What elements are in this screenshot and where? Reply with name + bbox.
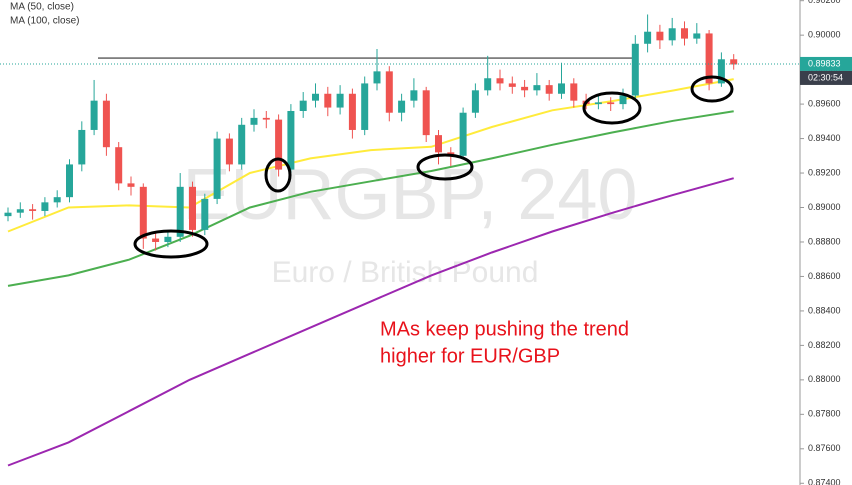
candle-body: [619, 95, 627, 105]
y-tick-label: 0.87600: [808, 443, 841, 453]
candle-body: [90, 100, 98, 130]
candle-body: [53, 197, 61, 203]
candle-body: [152, 238, 160, 242]
candle-body: [16, 209, 24, 213]
candle-body: [176, 186, 184, 237]
candle-body: [656, 31, 664, 41]
y-tick-label: 0.88400: [808, 305, 841, 315]
candle-body: [299, 100, 307, 111]
y-tick-label: 0.89600: [808, 98, 841, 108]
y-tick-label: 0.88600: [808, 271, 841, 281]
ellipse: [690, 75, 734, 103]
y-tick-label: 0.88000: [808, 374, 841, 384]
candle-body: [361, 83, 369, 130]
annotation: MAs keep pushing the trend: [380, 318, 629, 340]
candle-body: [471, 90, 479, 113]
candle-body: [201, 198, 209, 230]
price-label-box: [800, 56, 852, 71]
candle-body: [213, 138, 221, 199]
candle-body: [644, 31, 652, 44]
candle-body: [730, 59, 738, 65]
y-tick-label: 0.89200: [808, 167, 841, 177]
candle-body: [324, 93, 332, 108]
y-tick-label: 0.90000: [808, 30, 841, 40]
candle-body: [348, 93, 356, 130]
symbol-watermark: EURGBP, 240: [183, 155, 638, 235]
candle-body: [631, 43, 639, 96]
candle-body: [484, 78, 492, 91]
candle-body: [533, 85, 541, 91]
legend-entry: MA (100, close): [10, 16, 79, 27]
y-tick-label: 0.87400: [808, 478, 841, 485]
candle-body: [336, 93, 344, 108]
candle-body: [287, 110, 295, 170]
moving-average-line: [7, 177, 734, 467]
annotation: higher for EUR/GBP: [380, 345, 560, 367]
candle-body: [102, 100, 110, 148]
candle-body: [78, 129, 86, 165]
price-label: 0.89833: [808, 58, 841, 68]
candle-body: [705, 33, 713, 84]
candle-body: [275, 119, 283, 170]
candle-body: [164, 236, 172, 242]
candle-body: [410, 90, 418, 101]
candle-body: [66, 164, 73, 198]
candle-body: [262, 117, 270, 120]
candle-body: [508, 83, 516, 87]
candle-body: [385, 71, 393, 113]
y-tick-label: 0.87800: [808, 409, 841, 419]
candle-body: [238, 124, 246, 165]
candle-body: [189, 186, 196, 230]
ellipse: [582, 91, 642, 125]
candle-body: [594, 102, 602, 105]
candle-body: [139, 186, 147, 239]
candle-body: [373, 71, 381, 84]
name-watermark: Euro / British Pound: [272, 256, 539, 289]
moving-average-line: [7, 78, 734, 233]
candle-body: [435, 135, 442, 153]
y-tick-label: 0.89000: [808, 202, 841, 212]
y-tick-label: 0.88200: [808, 340, 841, 350]
y-tick-label: 0.89400: [808, 133, 841, 143]
candle-body: [668, 28, 676, 41]
candle-body: [4, 212, 12, 217]
candle-body: [41, 202, 49, 211]
candle-body: [570, 83, 578, 101]
highlight-ellipses: [133, 75, 734, 259]
countdown-label: 02:30:54: [808, 72, 843, 82]
candle-body: [312, 93, 319, 101]
candle-body: [717, 59, 725, 84]
ellipse: [416, 153, 474, 181]
candle-body: [29, 209, 37, 211]
candle-body: [459, 112, 467, 156]
candle-body: [693, 33, 701, 39]
candle-body: [225, 138, 233, 165]
candle-body: [398, 100, 406, 113]
candle-body: [545, 85, 553, 94]
candle-body: [127, 183, 135, 187]
candle-body: [607, 102, 615, 105]
candle-body: [422, 90, 430, 136]
candle-body: [681, 28, 688, 39]
y-tick-label: 0.90200: [808, 0, 841, 5]
plot-area: EURGBP, 240 Euro / British Pound: [0, 14, 800, 467]
candle-body: [115, 147, 123, 184]
candle-body: [558, 83, 565, 94]
moving-average-line: [7, 110, 734, 287]
y-tick-label: 0.88800: [808, 236, 841, 246]
candle-body: [496, 78, 504, 84]
legend-entry: MA (50, close): [10, 2, 74, 13]
candle-body: [250, 117, 258, 125]
overlay: MAs keep pushing the trend higher for EU…: [10, 2, 734, 367]
ellipse: [133, 229, 209, 259]
ellipse: [264, 157, 292, 193]
countdown-box: [800, 70, 852, 85]
candle-body: [521, 86, 529, 91]
